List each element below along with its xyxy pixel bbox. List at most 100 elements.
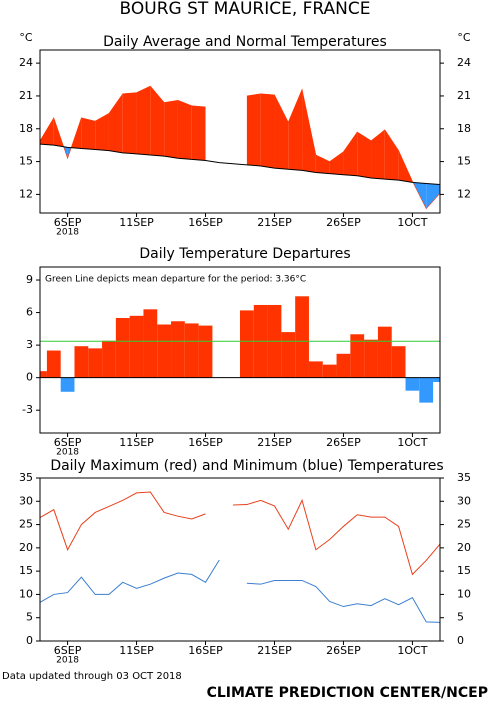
x-tick-label: 21SEP <box>257 644 292 657</box>
plot-area <box>40 85 440 210</box>
departure-fill <box>164 100 178 159</box>
bar <box>198 325 213 378</box>
bar <box>40 371 47 378</box>
plot-area <box>40 296 440 403</box>
x-tick-label: 1OCT <box>397 436 427 449</box>
x-tick-year: 2018 <box>56 448 79 458</box>
plot-frame <box>39 266 441 434</box>
annotation: Green Line depicts mean departure for th… <box>45 275 306 285</box>
bar <box>88 348 103 378</box>
y-tick-label: 15 <box>19 564 33 577</box>
y-tick-label: 5 <box>26 611 33 624</box>
bar <box>46 350 61 378</box>
x-tick-label: 21SEP <box>257 216 292 229</box>
y-tick-label: 30 <box>457 494 471 507</box>
y-tick-label: 20 <box>19 541 33 554</box>
chart-title: Daily Maximum (red) and Minimum (blue) T… <box>50 458 443 474</box>
footer-note: Data updated through 03 OCT 2018 <box>2 671 182 682</box>
y-tick-label: 25 <box>19 518 33 531</box>
x-tick-label: 16SEP <box>188 644 223 657</box>
x-tick-label: 26SEP <box>326 216 361 229</box>
y-tick-label: 0 <box>26 634 33 647</box>
y-tick-label: 15 <box>457 564 471 577</box>
departure-fill <box>191 105 206 161</box>
bar <box>364 339 378 378</box>
y-tick-label: 25 <box>457 518 471 531</box>
normal-line <box>40 143 440 186</box>
bar <box>74 346 89 378</box>
bar <box>60 377 75 392</box>
y-tick-label: 30 <box>19 494 33 507</box>
y-tick-label: -3 <box>22 403 33 416</box>
bar <box>405 377 420 391</box>
bar <box>281 332 296 378</box>
departure-fill <box>426 183 440 209</box>
departure-fill <box>108 93 123 153</box>
x-tick-year: 2018 <box>56 228 79 238</box>
bar <box>143 309 158 378</box>
y-tick-label: 0 <box>26 371 33 384</box>
y-tick-label: 10 <box>457 587 471 600</box>
y-tick-label: 0 <box>457 634 464 647</box>
departure-fill <box>136 86 151 156</box>
y-tick-label: 15 <box>457 155 471 168</box>
departure-fill <box>371 129 385 180</box>
y-tick-label: 18 <box>19 122 33 135</box>
x-tick-label: 6SEP <box>54 644 82 657</box>
x-tick-label: 11SEP <box>119 644 154 657</box>
bar <box>308 361 323 378</box>
y-tick-label: 24 <box>457 56 471 69</box>
x-tick-label: 1OCT <box>397 644 427 657</box>
x-tick-label: 11SEP <box>119 216 154 229</box>
x-tick-label: 6SEP <box>54 216 82 229</box>
departure-fill <box>150 86 165 157</box>
bar <box>433 377 440 383</box>
departure-fill <box>343 132 358 176</box>
y-tick-label: 24 <box>19 56 33 69</box>
x-tick-label: 1OCT <box>397 216 427 229</box>
chart-title: Daily Temperature Departures <box>139 246 350 262</box>
bar <box>391 346 406 378</box>
bar <box>157 324 172 378</box>
bar <box>419 377 434 403</box>
plot-frame <box>39 49 441 214</box>
plot-frame <box>39 477 441 642</box>
chart-title: Daily Average and Normal Temperatures <box>103 34 387 50</box>
x-tick-label: 6SEP <box>54 436 82 449</box>
x-tick-year: 2018 <box>56 656 79 666</box>
x-tick-label: 16SEP <box>188 436 223 449</box>
departure-fill <box>315 155 330 174</box>
departure-fill <box>246 93 261 166</box>
x-tick-label: 26SEP <box>326 436 361 449</box>
y-tick-label: 35 <box>457 471 471 484</box>
y-unit: °C <box>19 31 33 44</box>
y-tick-label: 15 <box>19 155 33 168</box>
bar <box>240 310 254 378</box>
departure-fill <box>95 113 109 151</box>
x-tick-label: 16SEP <box>188 216 223 229</box>
x-tick-label: 21SEP <box>257 436 292 449</box>
bar <box>102 340 116 378</box>
departure-fill <box>274 94 289 170</box>
footer-credit: CLIMATE PREDICTION CENTER/NCEP <box>207 685 488 701</box>
y-tick-label: 5 <box>457 611 464 624</box>
bar <box>377 326 392 378</box>
y-tick-label: 20 <box>457 541 471 554</box>
y-tick-label: 18 <box>457 122 471 135</box>
bar <box>184 323 199 378</box>
y-tick-label: 6 <box>26 306 33 319</box>
bar <box>322 364 337 378</box>
departure-fill <box>302 89 316 173</box>
departure-fill <box>329 151 344 175</box>
y-tick-label: 12 <box>457 187 471 200</box>
bar <box>129 315 144 378</box>
bar <box>336 353 351 378</box>
departure-fill <box>260 93 275 169</box>
bar <box>295 296 309 378</box>
bar <box>171 321 185 378</box>
y-tick-label: 21 <box>457 89 471 102</box>
y-tick-label: 3 <box>26 338 33 351</box>
y-unit: °C <box>457 31 471 44</box>
bar <box>115 317 130 378</box>
